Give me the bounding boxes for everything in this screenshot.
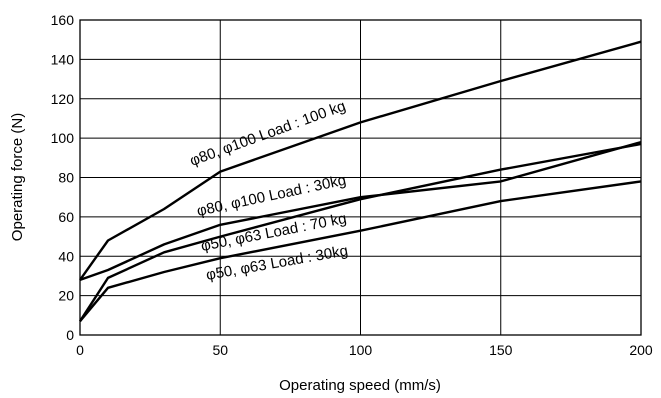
y-tick-label-4: 80	[58, 170, 74, 186]
y-tick-label-7: 140	[51, 51, 75, 67]
y-tick-label-2: 40	[58, 248, 74, 264]
x-axis-title: Operating speed (mm/s)	[279, 377, 441, 394]
series-label-0: φ80, φ100 Load : 100 kg	[188, 97, 348, 169]
y-tick-label-6: 120	[51, 91, 75, 107]
plot-frame	[79, 19, 642, 336]
grid	[79, 19, 642, 336]
y-tick-label-8: 160	[51, 12, 75, 28]
y-tick-label-5: 100	[51, 130, 75, 146]
y-tick-label-0: 0	[66, 327, 74, 343]
x-tick-label-2: 100	[349, 342, 373, 358]
y-tick-label-1: 20	[58, 288, 74, 304]
y-axis-title: Operating force (N)	[9, 113, 26, 241]
tick-labels: 0 20 40 60 80 100 120 140 160 0 50 100 150 200	[51, 12, 653, 358]
series-label-1: φ80, φ100 Load : 30kg	[195, 172, 347, 220]
series-line-2	[78, 142, 642, 322]
x-tick-label-4: 200	[629, 342, 653, 358]
x-tick-label-1: 50	[212, 342, 228, 358]
series-line-1	[79, 140, 642, 282]
series-lines	[78, 40, 642, 322]
x-tick-label-3: 150	[489, 342, 513, 358]
series-line-3	[79, 180, 642, 322]
series-line-0	[79, 40, 642, 281]
x-tick-label-0: 0	[76, 342, 84, 358]
y-tick-label-3: 60	[58, 209, 74, 225]
